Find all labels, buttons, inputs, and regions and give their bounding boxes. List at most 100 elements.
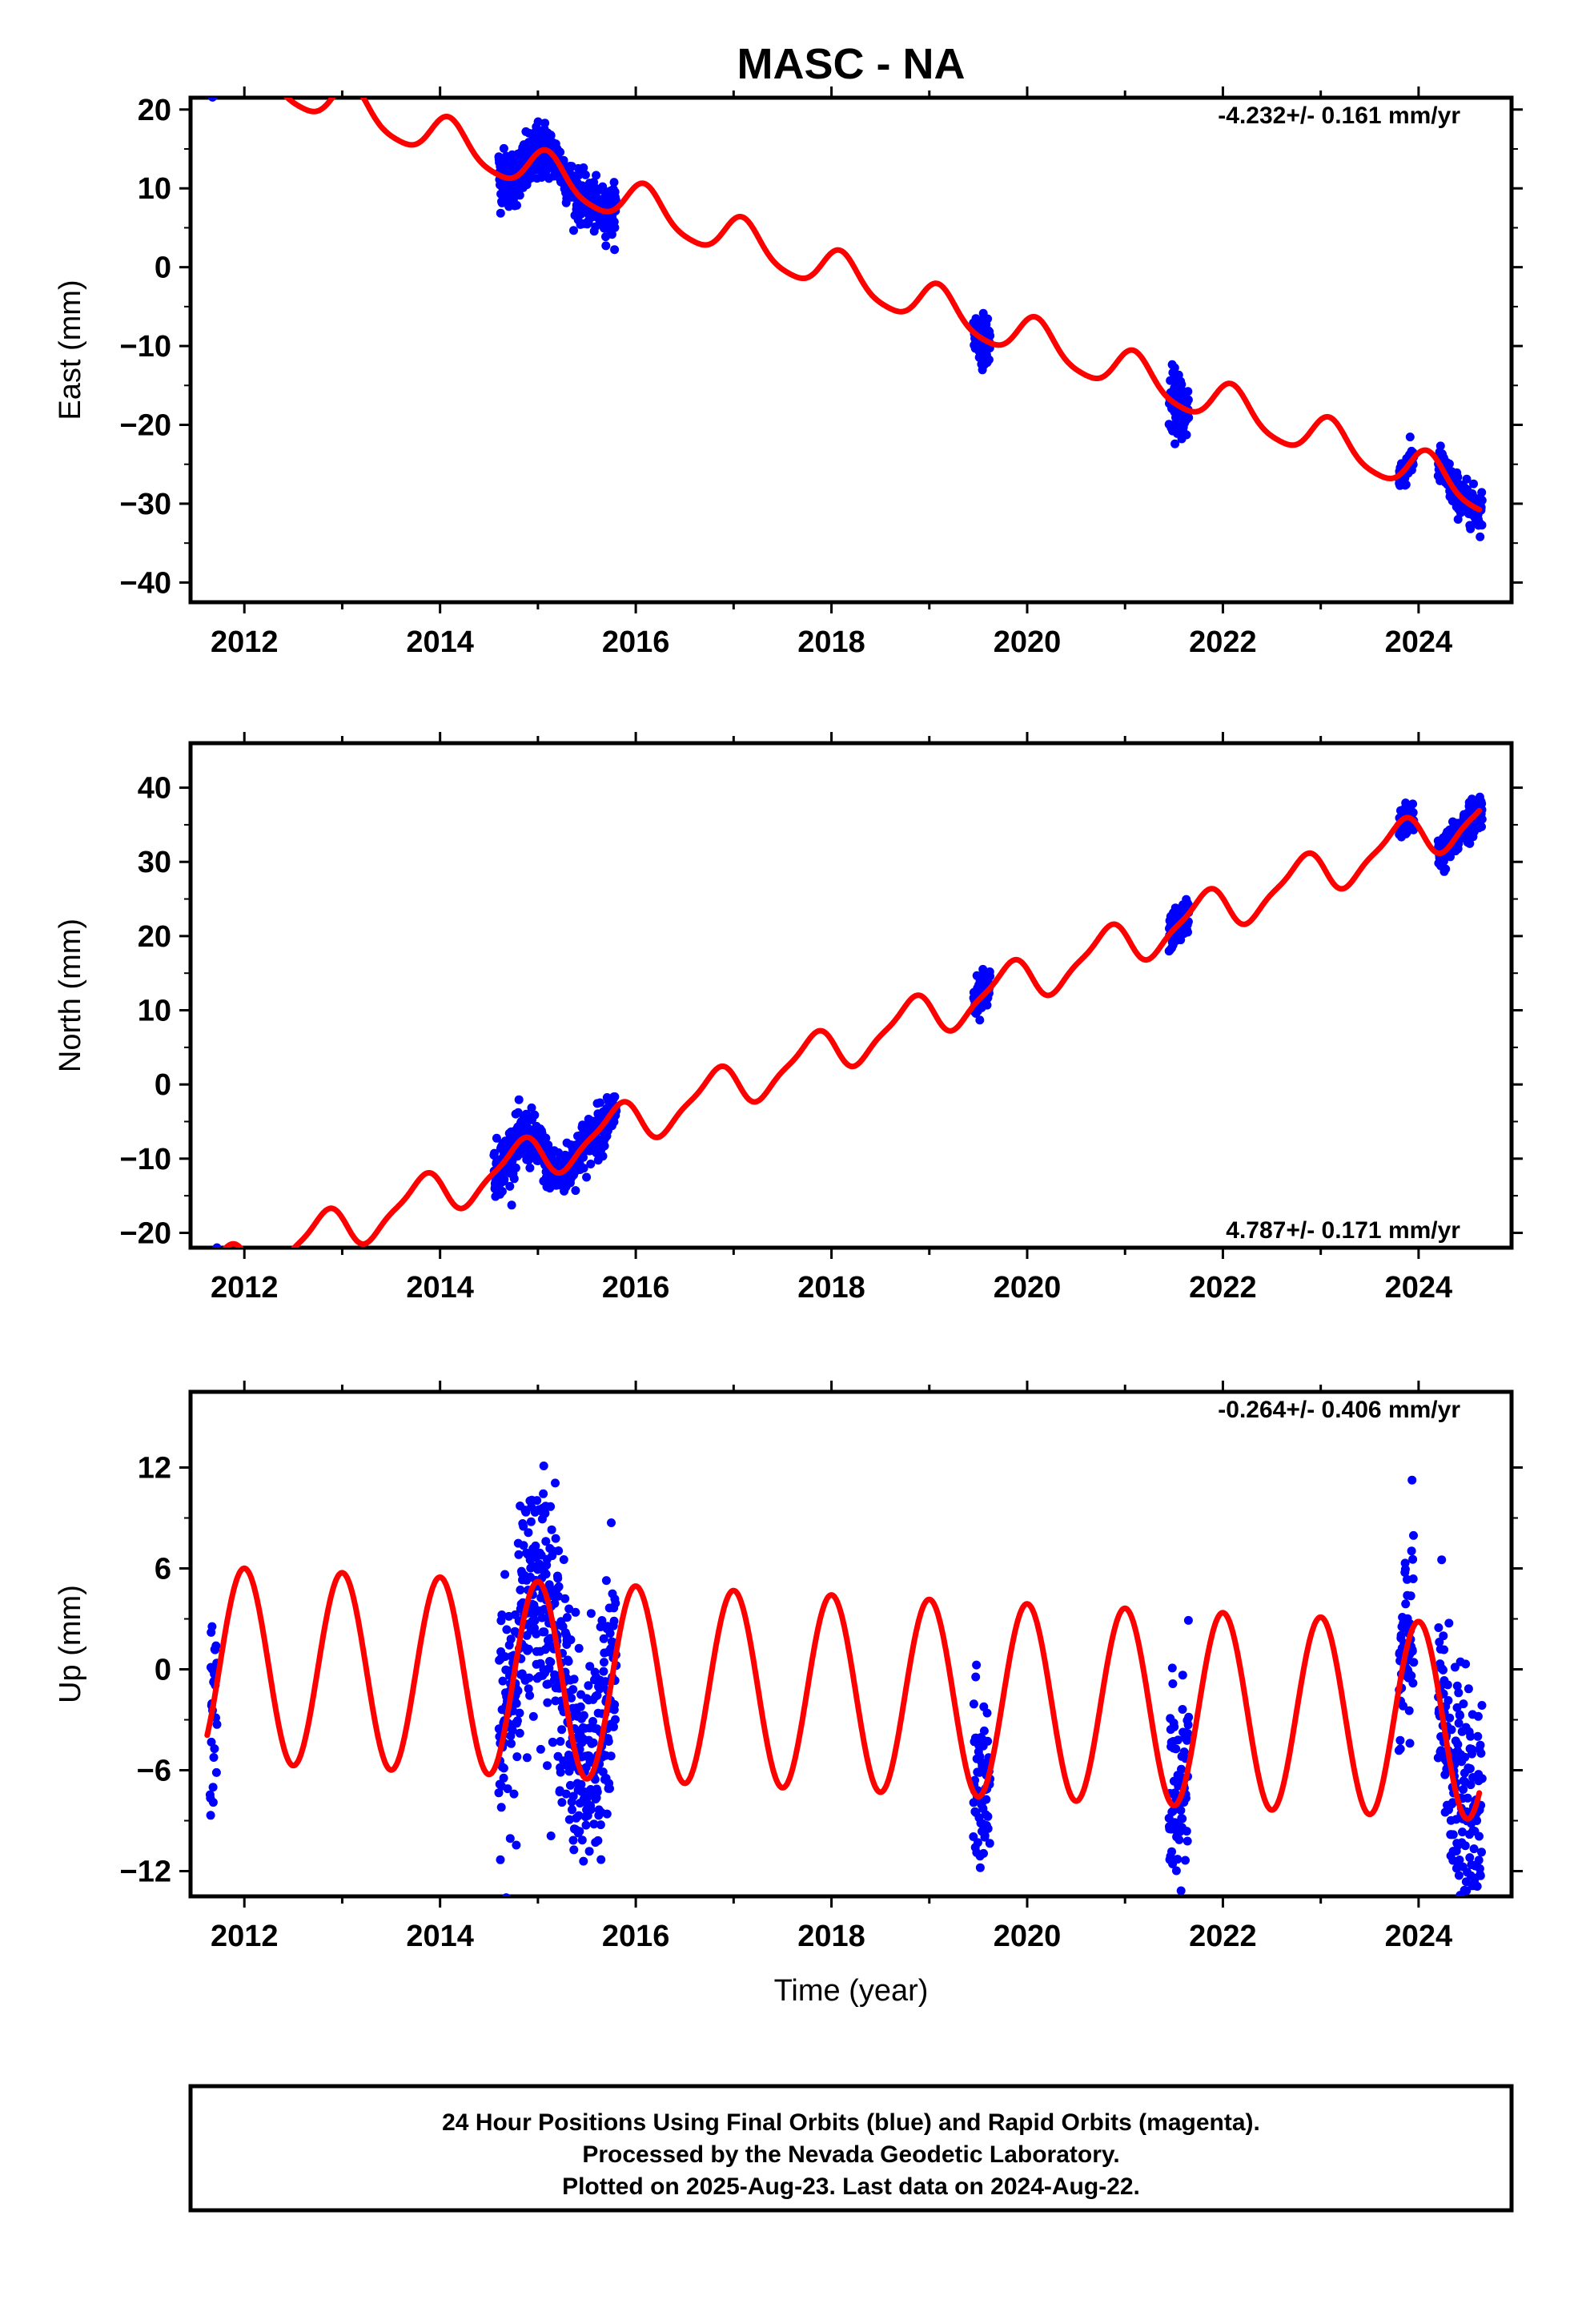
up-data-point [209,1753,219,1762]
up-x-tick-label: 2012 [211,1920,279,1953]
up-data-point [1177,1764,1186,1774]
up-data-point [1184,1712,1194,1722]
east-data-point [208,70,217,79]
up-data-point [1406,1591,1415,1601]
up-data-point [503,1784,512,1794]
up-data-point [1396,1630,1406,1640]
up-data-point [1455,1944,1464,1952]
up-data-point [1477,1701,1487,1710]
up-data-point [1182,1827,1191,1836]
north-data-point [1183,927,1192,937]
east-data-point [1177,380,1186,389]
up-data-point [554,1546,564,1555]
north-y-axis-label: North (mm) [54,919,87,1072]
north-data-point [544,1140,553,1150]
up-data-point [1170,1722,1179,1731]
north-data-point [1441,864,1451,874]
north-data-point [509,1174,519,1184]
up-data-point [585,1662,595,1671]
east-data-point [206,64,215,73]
up-data-point [559,1555,568,1564]
north-data-point [1465,838,1475,848]
up-data-point [1477,1774,1487,1783]
east-x-tick-label: 2016 [602,625,670,659]
up-data-point [1176,1886,1186,1896]
up-plot-frame [188,1389,1514,1899]
east-x-tick-label: 2018 [797,625,865,659]
east-data-point [546,131,556,140]
east-data-point [607,230,616,239]
up-data-point [519,1522,528,1531]
up-data-point [1454,1871,1464,1880]
north-data-point [514,1095,524,1104]
east-data-point [580,170,590,179]
up-data-point [593,1835,603,1845]
east-data-point [211,67,220,76]
up-data-point [562,1613,572,1622]
up-data-point [1174,1921,1183,1930]
up-data-point [502,1625,512,1634]
up-data-point [519,1541,528,1550]
up-model-curve [204,1565,1483,1822]
up-data-point [506,1634,516,1644]
up-data-point [499,1763,508,1773]
up-data-point [1447,1903,1456,1912]
up-data-point [206,1811,215,1820]
up-data-point [553,1574,563,1583]
up-data-point [554,1582,564,1591]
up-data-point [1460,1841,1470,1851]
up-data-point [586,1805,596,1815]
north-data-point [1183,899,1193,909]
east-data-point [206,75,215,84]
up-data-point [1409,1530,1418,1540]
up-data-point [983,1736,993,1746]
east-data-point [207,70,216,79]
up-data-point [979,1848,988,1858]
east-data-point [592,171,601,180]
up-data-point [574,1811,584,1820]
east-data-point [499,143,508,153]
up-data-point [540,1627,549,1637]
up-data-point [599,1634,608,1643]
east-data-point [1405,432,1415,442]
up-data-point [536,1744,545,1754]
up-plot-area [204,1462,1487,1952]
up-data-point [599,1667,608,1676]
up-data-point [1476,1871,1485,1880]
up-data-point [1178,1814,1187,1823]
up-data-point [1468,1749,1476,1759]
up-data-point [508,1726,517,1735]
north-data-point [507,1200,516,1210]
up-data-point [571,1607,580,1617]
north-x-tick-label: 2016 [602,1271,670,1305]
up-data-point [568,1685,578,1695]
up-data-point [1407,1475,1417,1485]
east-data-point [210,86,219,95]
north-data-point [497,1187,507,1196]
up-data-point [980,1831,990,1840]
up-data-point [1183,1729,1193,1739]
up-data-point [512,1840,521,1850]
up-data-point [524,1528,533,1538]
north-data-point [1402,828,1411,838]
east-data-point [210,81,219,90]
east-y-tick-label: 20 [138,94,171,127]
up-data-point [564,1604,574,1614]
up-data-point [1443,1680,1452,1690]
up-data-point [1401,1599,1411,1609]
up-data-point [512,1716,522,1726]
up-data-point [1473,1731,1483,1741]
north-data-point [527,1103,536,1112]
up-data-point [973,1838,982,1848]
up-x-axis-label: Time (year) [774,1974,929,2008]
up-data-point [551,1478,560,1488]
up-data-point [1435,1638,1444,1647]
up-data-point [1459,1699,1468,1709]
up-data-point [561,1789,571,1799]
north-data-point [582,1172,592,1182]
east-x-tick-label: 2020 [994,625,1062,659]
up-data-point [566,1635,576,1645]
up-data-point [1167,1663,1177,1673]
north-data-point [208,1261,217,1269]
north-data-point [571,1186,580,1196]
